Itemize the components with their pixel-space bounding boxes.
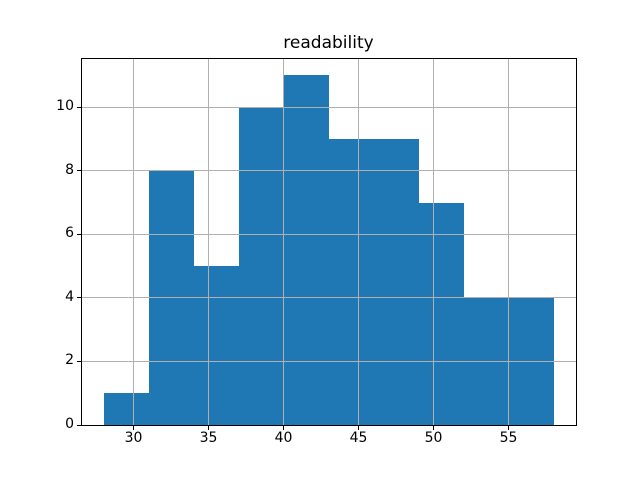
histogram-bar [418,202,464,425]
gridline-horizontal [81,106,576,108]
y-tick-mark [76,360,81,362]
histogram-bar [103,393,149,425]
x-tick-mark [433,425,434,430]
x-tick-label: 50 [424,430,443,446]
x-tick-mark [358,425,359,430]
gridline-horizontal [81,360,576,362]
y-tick-mark [76,297,81,299]
histogram-bar [328,139,374,425]
y-tick-label: 10 [56,98,74,115]
gridline-vertical [208,58,209,425]
chart-title: readability [283,33,374,53]
gridline-horizontal [81,297,576,299]
x-tick-label: 55 [499,430,518,446]
x-tick-mark [508,425,509,430]
gridline-vertical [508,58,509,425]
gridline-horizontal [81,233,576,235]
x-tick-mark [208,425,209,430]
gridline-horizontal [81,424,576,426]
x-tick-mark [283,425,284,430]
y-tick-label: 4 [65,288,74,305]
gridline-vertical [358,58,359,425]
gridline-vertical [133,58,134,425]
histogram-bar [373,139,419,425]
y-tick-mark [76,106,81,108]
x-tick-mark [133,425,134,430]
gridline-horizontal [81,170,576,172]
y-tick-label: 8 [65,161,74,178]
x-tick-label: 40 [274,430,293,446]
x-tick-label: 30 [124,430,143,446]
y-tick-mark [76,424,81,426]
y-tick-label: 2 [65,352,74,369]
gridline-vertical [283,58,284,425]
gridline-vertical [433,58,434,425]
histogram-bar [283,75,329,425]
y-tick-mark [76,170,81,172]
histogram-bar [238,107,284,425]
x-tick-label: 35 [199,430,218,446]
y-tick-label: 0 [65,416,74,432]
x-tick-label: 45 [349,430,368,446]
histogram-bar [193,266,239,425]
y-tick-mark [76,233,81,235]
y-tick-label: 6 [65,225,74,242]
